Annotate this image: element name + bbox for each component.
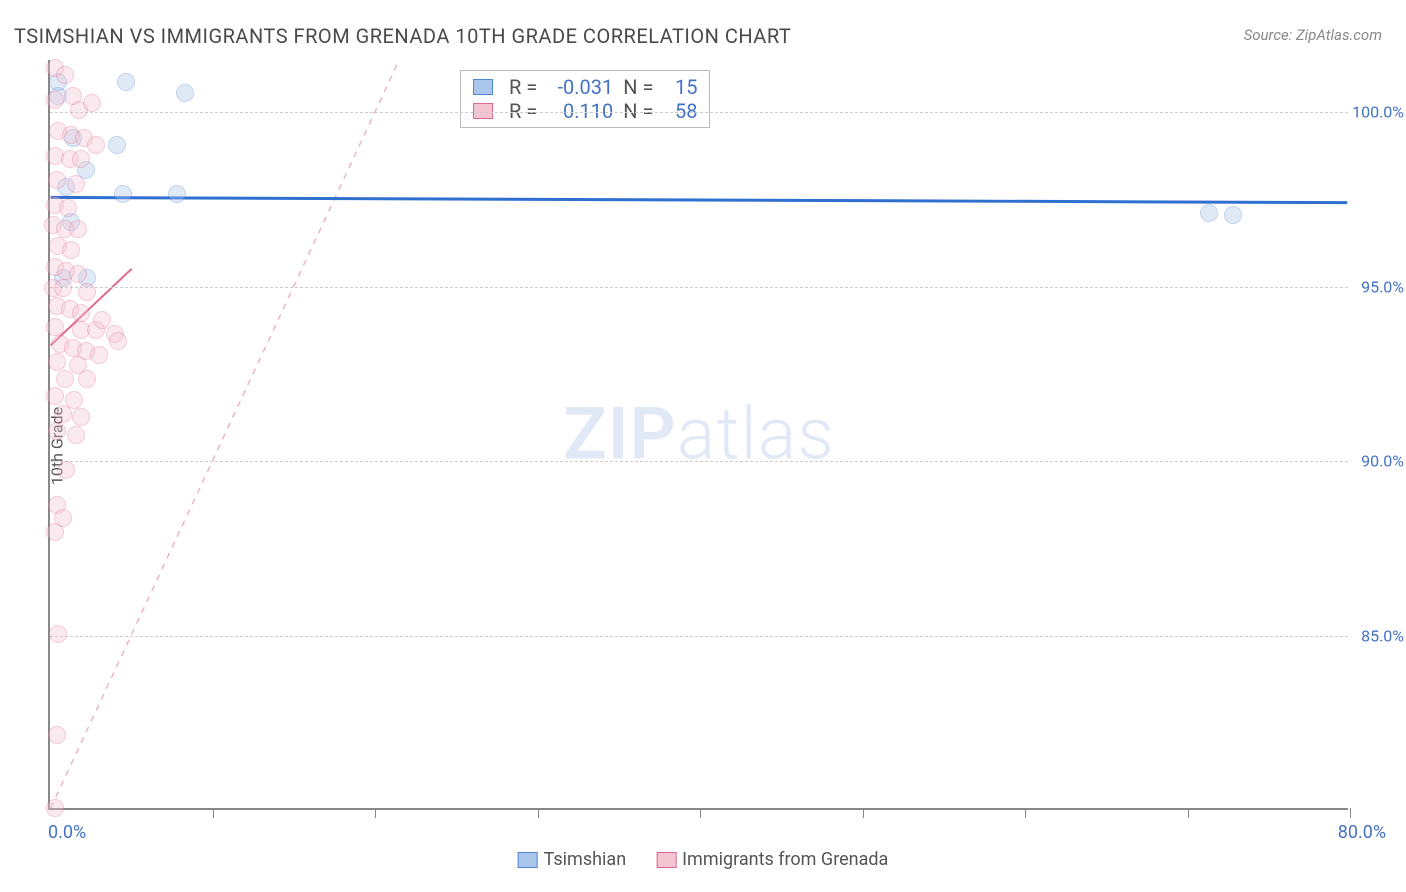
x-tick [1188,808,1189,818]
data-point-series-1 [67,426,85,444]
watermark: ZIPatlas [563,392,835,477]
x-tick [1025,808,1026,818]
legend-swatch-0 [473,79,493,95]
x-tick [863,808,864,818]
data-point-series-1 [56,370,74,388]
bottom-legend: Tsimshian Immigrants from Grenada [518,849,889,870]
data-point-series-1 [46,523,64,541]
trend-lines [50,60,1348,808]
y-tick-label: 85.0% [1361,626,1404,645]
data-point-series-1 [48,726,66,744]
data-point-series-0 [114,185,132,203]
data-point-series-0 [1224,206,1242,224]
data-point-series-0 [1200,204,1218,222]
n-value-0: 15 [663,75,697,99]
data-point-series-1 [49,625,67,643]
r-value-1: 0.110 [547,99,613,123]
chart-title: TSIMSHIAN VS IMMIGRANTS FROM GRENADA 10T… [14,24,791,48]
data-point-series-1 [46,799,64,817]
data-point-series-1 [90,346,108,364]
y-tick-label: 95.0% [1361,277,1404,296]
x-tick [538,808,539,818]
stat-row-series-1: R = 0.110 N = 58 [473,99,697,123]
data-point-series-1 [59,199,77,217]
stat-legend: R = -0.031 N = 15 R = 0.110 N = 58 [460,70,710,128]
data-point-series-1 [54,405,72,423]
data-point-series-1 [83,94,101,112]
legend-item-1: Immigrants from Grenada [656,849,888,870]
data-point-series-1 [67,175,85,193]
data-point-series-1 [78,283,96,301]
data-point-series-1 [57,461,75,479]
data-point-series-0 [117,73,135,91]
data-point-series-1 [54,279,72,297]
n-value-1: 58 [663,99,697,123]
x-axis-max-label: 80.0% [1338,822,1386,843]
x-tick [213,808,214,818]
legend-swatch-bottom-1 [656,852,676,868]
data-point-series-1 [62,241,80,259]
stat-row-series-0: R = -0.031 N = 15 [473,75,697,99]
data-point-series-1 [46,318,64,336]
data-point-series-1 [69,220,87,238]
legend-swatch-1 [473,103,493,119]
plot-area: ZIPatlas R = -0.031 N = 15 R = 0.110 N =… [48,60,1348,810]
gridline [50,636,1348,637]
data-point-series-1 [46,91,64,109]
x-tick [375,808,376,818]
data-point-series-0 [168,185,186,203]
data-point-series-1 [93,311,111,329]
data-point-series-1 [72,304,90,322]
data-point-series-1 [109,332,127,350]
data-point-series-1 [56,66,74,84]
data-point-series-1 [48,171,66,189]
x-tick [1350,808,1351,818]
gridline [50,112,1348,113]
data-point-series-1 [87,136,105,154]
data-point-series-1 [78,370,96,388]
legend-swatch-bottom-0 [518,852,538,868]
data-point-series-1 [46,387,64,405]
data-point-series-0 [176,84,194,102]
gridline [50,287,1348,288]
data-point-series-1 [72,408,90,426]
legend-item-0: Tsimshian [518,849,627,870]
x-tick [700,808,701,818]
y-tick-label: 100.0% [1352,103,1404,122]
r-value-0: -0.031 [547,75,613,99]
data-point-series-1 [72,150,90,168]
source-attribution: Source: ZipAtlas.com [1244,26,1382,44]
data-point-series-0 [108,136,126,154]
data-point-series-1 [48,353,66,371]
y-tick-label: 90.0% [1361,452,1404,471]
x-axis-min-label: 0.0% [48,822,86,843]
gridline [50,461,1348,462]
data-point-series-1 [69,265,87,283]
data-point-series-1 [48,422,66,440]
